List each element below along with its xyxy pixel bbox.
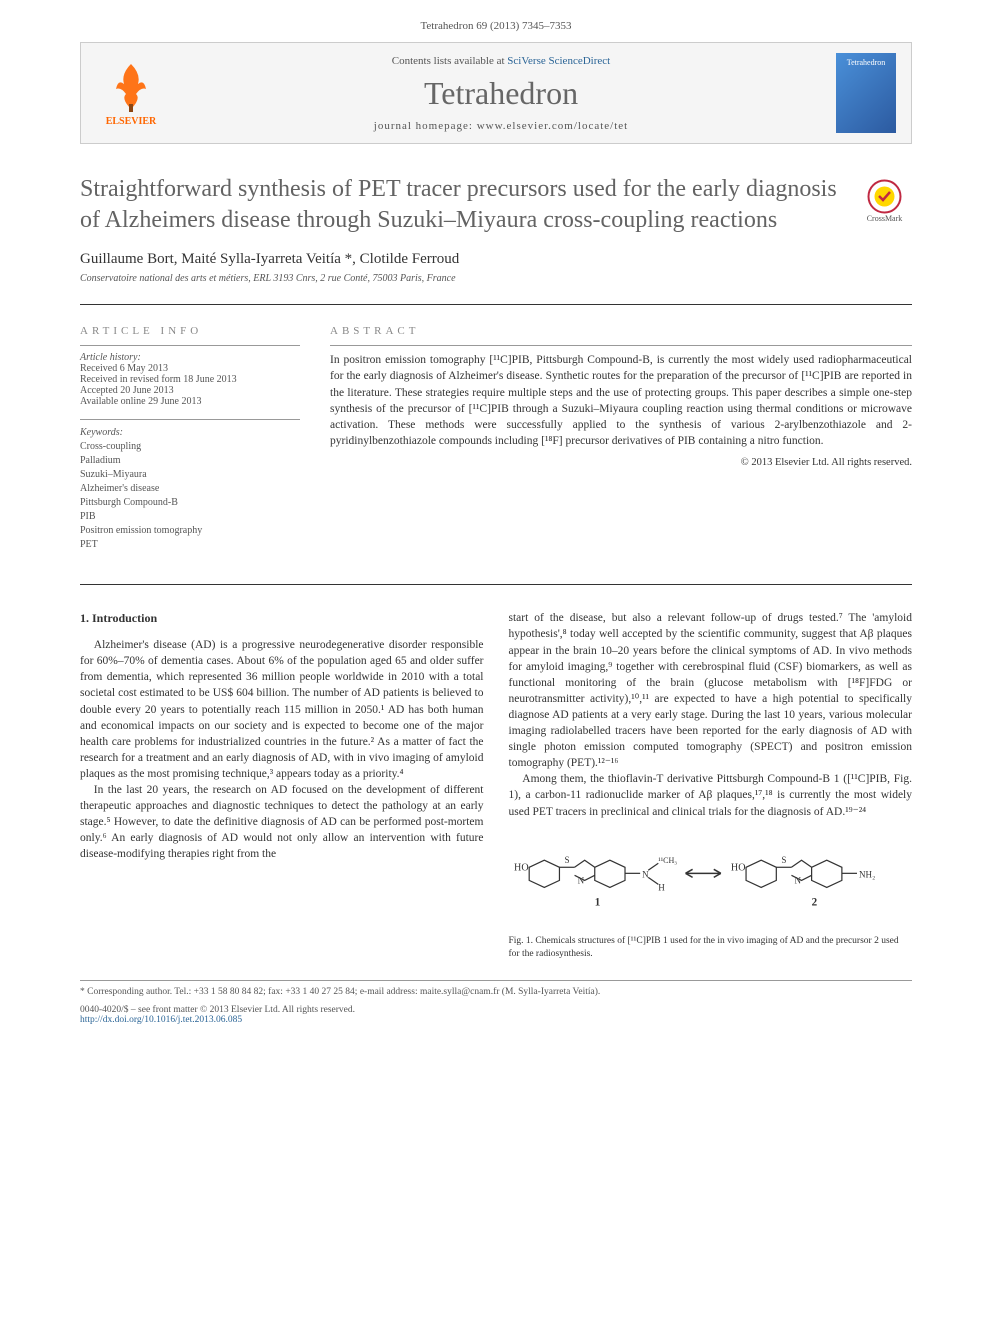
body-content: 1. Introduction Alzheimer's disease (AD)… <box>80 610 912 960</box>
keyword: Pittsburgh Compound-B <box>80 496 300 510</box>
authors: Guillaume Bort, Maité Sylla-Iyarreta Vei… <box>80 251 912 268</box>
crossmark-badge[interactable]: CrossMark <box>857 179 912 234</box>
keywords-label: Keywords: <box>80 426 300 440</box>
footer-copyright: 0040-4020/$ – see front matter © 2013 El… <box>80 1005 912 1015</box>
article-title: Straightforward synthesis of PET tracer … <box>80 174 912 236</box>
svg-text:HO: HO <box>730 862 745 873</box>
keyword: Alzheimer's disease <box>80 482 300 496</box>
history-item: Received in revised form 18 June 2013 <box>80 374 300 385</box>
keyword: PIB <box>80 510 300 524</box>
footer-doi: http://dx.doi.org/10.1016/j.tet.2013.06.… <box>80 1015 912 1025</box>
crossmark-label: CrossMark <box>867 214 903 224</box>
paragraph: start of the disease, but also a relevan… <box>509 610 913 771</box>
svg-text:2: 2 <box>811 896 817 908</box>
paragraph: Among them, the thioflavin-T derivative … <box>509 771 913 819</box>
svg-text:S: S <box>781 855 786 865</box>
sciencedirect-link[interactable]: SciVerse ScienceDirect <box>507 55 610 67</box>
footer: * Corresponding author. Tel.: +33 1 58 8… <box>80 980 912 1025</box>
journal-name: Tetrahedron <box>166 75 836 112</box>
history-item: Available online 29 June 2013 <box>80 396 300 407</box>
paragraph: In the last 20 years, the research on AD… <box>80 782 484 862</box>
abstract-header: ABSTRACT <box>330 325 912 337</box>
keyword: Suzuki–Miyaura <box>80 468 300 482</box>
keyword: Positron emission tomography <box>80 524 300 538</box>
doi-link[interactable]: http://dx.doi.org/10.1016/j.tet.2013.06.… <box>80 1015 242 1025</box>
svg-text:S: S <box>564 855 569 865</box>
homepage-prefix: journal homepage: <box>374 120 477 132</box>
article-info-header: ARTICLE INFO <box>80 325 300 337</box>
svg-text:1: 1 <box>594 896 600 908</box>
keywords-section: Keywords: Cross-coupling Palladium Suzuk… <box>80 419 300 552</box>
svg-text:NH₂: NH₂ <box>859 869 875 879</box>
cover-text: Tetrahedron <box>847 58 886 67</box>
publisher-logo[interactable]: ELSEVIER <box>96 53 166 133</box>
divider <box>80 304 912 305</box>
journal-cover-thumbnail[interactable]: Tetrahedron <box>836 53 896 133</box>
journal-banner: ELSEVIER Contents lists available at Sci… <box>80 42 912 144</box>
info-abstract-row: ARTICLE INFO Article history: Received 6… <box>80 325 912 564</box>
contents-lists-line: Contents lists available at SciVerse Sci… <box>166 55 836 67</box>
keyword: Palladium <box>80 454 300 468</box>
affiliation: Conservatoire national des arts et métie… <box>80 273 912 284</box>
svg-text:HO: HO <box>514 862 529 873</box>
publisher-name: ELSEVIER <box>106 116 157 127</box>
history-item: Accepted 20 June 2013 <box>80 385 300 396</box>
section-number: 1. <box>80 611 89 625</box>
section-heading: 1. Introduction <box>80 610 484 627</box>
title-text: Straightforward synthesis of PET tracer … <box>80 176 837 233</box>
left-column: 1. Introduction Alzheimer's disease (AD)… <box>80 610 484 960</box>
paragraph: Alzheimer's disease (AD) is a progressiv… <box>80 637 484 782</box>
article-history: Article history: Received 6 May 2013 Rec… <box>80 345 300 407</box>
keyword: Cross-coupling <box>80 440 300 454</box>
section-title: Introduction <box>92 611 157 625</box>
svg-text:¹¹CH₃: ¹¹CH₃ <box>658 856 677 865</box>
figure-1: HO S N N ¹¹CH₃ H 1 HO <box>509 835 913 961</box>
abstract-copyright: © 2013 Elsevier Ltd. All rights reserved… <box>330 457 912 468</box>
divider <box>80 584 912 585</box>
elsevier-tree-icon <box>106 59 156 114</box>
crossmark-icon <box>867 179 902 214</box>
svg-text:H: H <box>658 882 665 892</box>
figure-caption: Fig. 1. Chemicals structures of [¹¹C]PIB… <box>509 935 913 960</box>
abstract-column: ABSTRACT In positron emission tomography… <box>330 325 912 564</box>
history-label: Article history: <box>80 352 300 363</box>
journal-homepage: journal homepage: www.elsevier.com/locat… <box>166 120 836 132</box>
abstract-text: In positron emission tomography [¹¹C]PIB… <box>330 345 912 449</box>
banner-center: Contents lists available at SciVerse Sci… <box>166 55 836 132</box>
keyword: PET <box>80 538 300 552</box>
contents-prefix: Contents lists available at <box>392 55 507 67</box>
right-column: start of the disease, but also a relevan… <box>509 610 913 960</box>
history-item: Received 6 May 2013 <box>80 363 300 374</box>
corresponding-author: * Corresponding author. Tel.: +33 1 58 8… <box>80 987 912 997</box>
homepage-url[interactable]: www.elsevier.com/locate/tet <box>477 120 629 132</box>
article-info: ARTICLE INFO Article history: Received 6… <box>80 325 300 564</box>
header-citation: Tetrahedron 69 (2013) 7345–7353 <box>0 0 992 42</box>
chemical-structure-icon: HO S N N ¹¹CH₃ H 1 HO <box>509 835 913 926</box>
